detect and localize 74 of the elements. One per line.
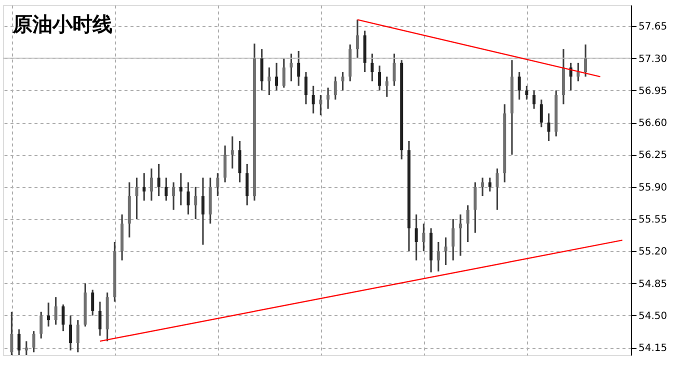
candlestick [290, 52, 293, 82]
chart-title: 原油小时线 [12, 12, 112, 36]
candlestick [518, 71, 521, 100]
candlestick [297, 50, 300, 87]
candlestick [194, 186, 198, 220]
candlestick [356, 18, 359, 60]
candlestick [458, 214, 462, 257]
candlestick [246, 163, 249, 206]
candlestick [32, 330, 36, 354]
y-tick-label: 56.60 [638, 118, 668, 130]
candlestick [224, 144, 227, 184]
candlestick [378, 64, 382, 92]
candlestick [452, 218, 455, 262]
y-tick-label: 54.15 [638, 343, 668, 354]
candlestick [98, 300, 102, 337]
candlestick [532, 90, 536, 110]
candlestick [466, 204, 470, 243]
candlestick [474, 181, 477, 234]
candlestick [76, 319, 80, 354]
candlestick [201, 176, 204, 246]
y-tick-label: 56.95 [638, 86, 668, 97]
y-tick-label: 55.90 [638, 182, 668, 194]
y-tick-label: 54.50 [638, 311, 668, 322]
candlestick [496, 168, 499, 211]
y-tick-label: 56.25 [638, 150, 668, 162]
candlestick [304, 71, 308, 106]
candlestick [142, 172, 146, 202]
candlestick [164, 176, 168, 202]
candlestick [385, 76, 388, 98]
candlestick [282, 57, 286, 88]
candlestick [230, 136, 234, 170]
candlestick [69, 314, 72, 352]
candlestick [260, 48, 264, 92]
candlestick [157, 163, 160, 197]
candlestick [392, 52, 396, 87]
candlestick [370, 52, 374, 82]
candlestick [172, 181, 176, 211]
candlestick [584, 44, 588, 78]
candlestick [488, 176, 492, 192]
candlestick [481, 176, 484, 197]
y-tick-label: 57.65 [638, 22, 668, 33]
y-tick-label: 54.85 [638, 278, 668, 290]
candlestick [341, 71, 344, 92]
candlestick [186, 181, 190, 216]
candlestick [135, 176, 138, 220]
candlestick [62, 304, 65, 332]
candlestick [24, 340, 28, 356]
candlestick [547, 112, 550, 142]
candlestick [576, 62, 580, 82]
candlestick [268, 66, 271, 96]
candlestick [312, 85, 315, 114]
candlestick [179, 172, 182, 206]
candlestick [40, 311, 43, 340]
candlestick [275, 62, 278, 92]
candlestick [414, 214, 418, 262]
candlestick [91, 288, 94, 316]
candlestick [540, 98, 543, 128]
y-tick-label: 55.55 [638, 214, 668, 226]
candlestick [334, 76, 337, 100]
candlestick [216, 172, 220, 197]
candlestick [10, 311, 14, 356]
candlestick [525, 85, 528, 100]
candlestick [436, 241, 440, 272]
candlestick [18, 328, 21, 356]
candlestick [238, 140, 242, 184]
candlestick [54, 296, 58, 326]
candlestick [422, 222, 426, 252]
candlestick [326, 86, 330, 110]
candlestick [46, 302, 50, 328]
candlestick [150, 168, 153, 202]
y-tick-label: 55.20 [638, 246, 668, 258]
candlestick [444, 236, 448, 266]
y-tick-label: 57.30 [638, 54, 668, 65]
candlestick [319, 94, 322, 116]
